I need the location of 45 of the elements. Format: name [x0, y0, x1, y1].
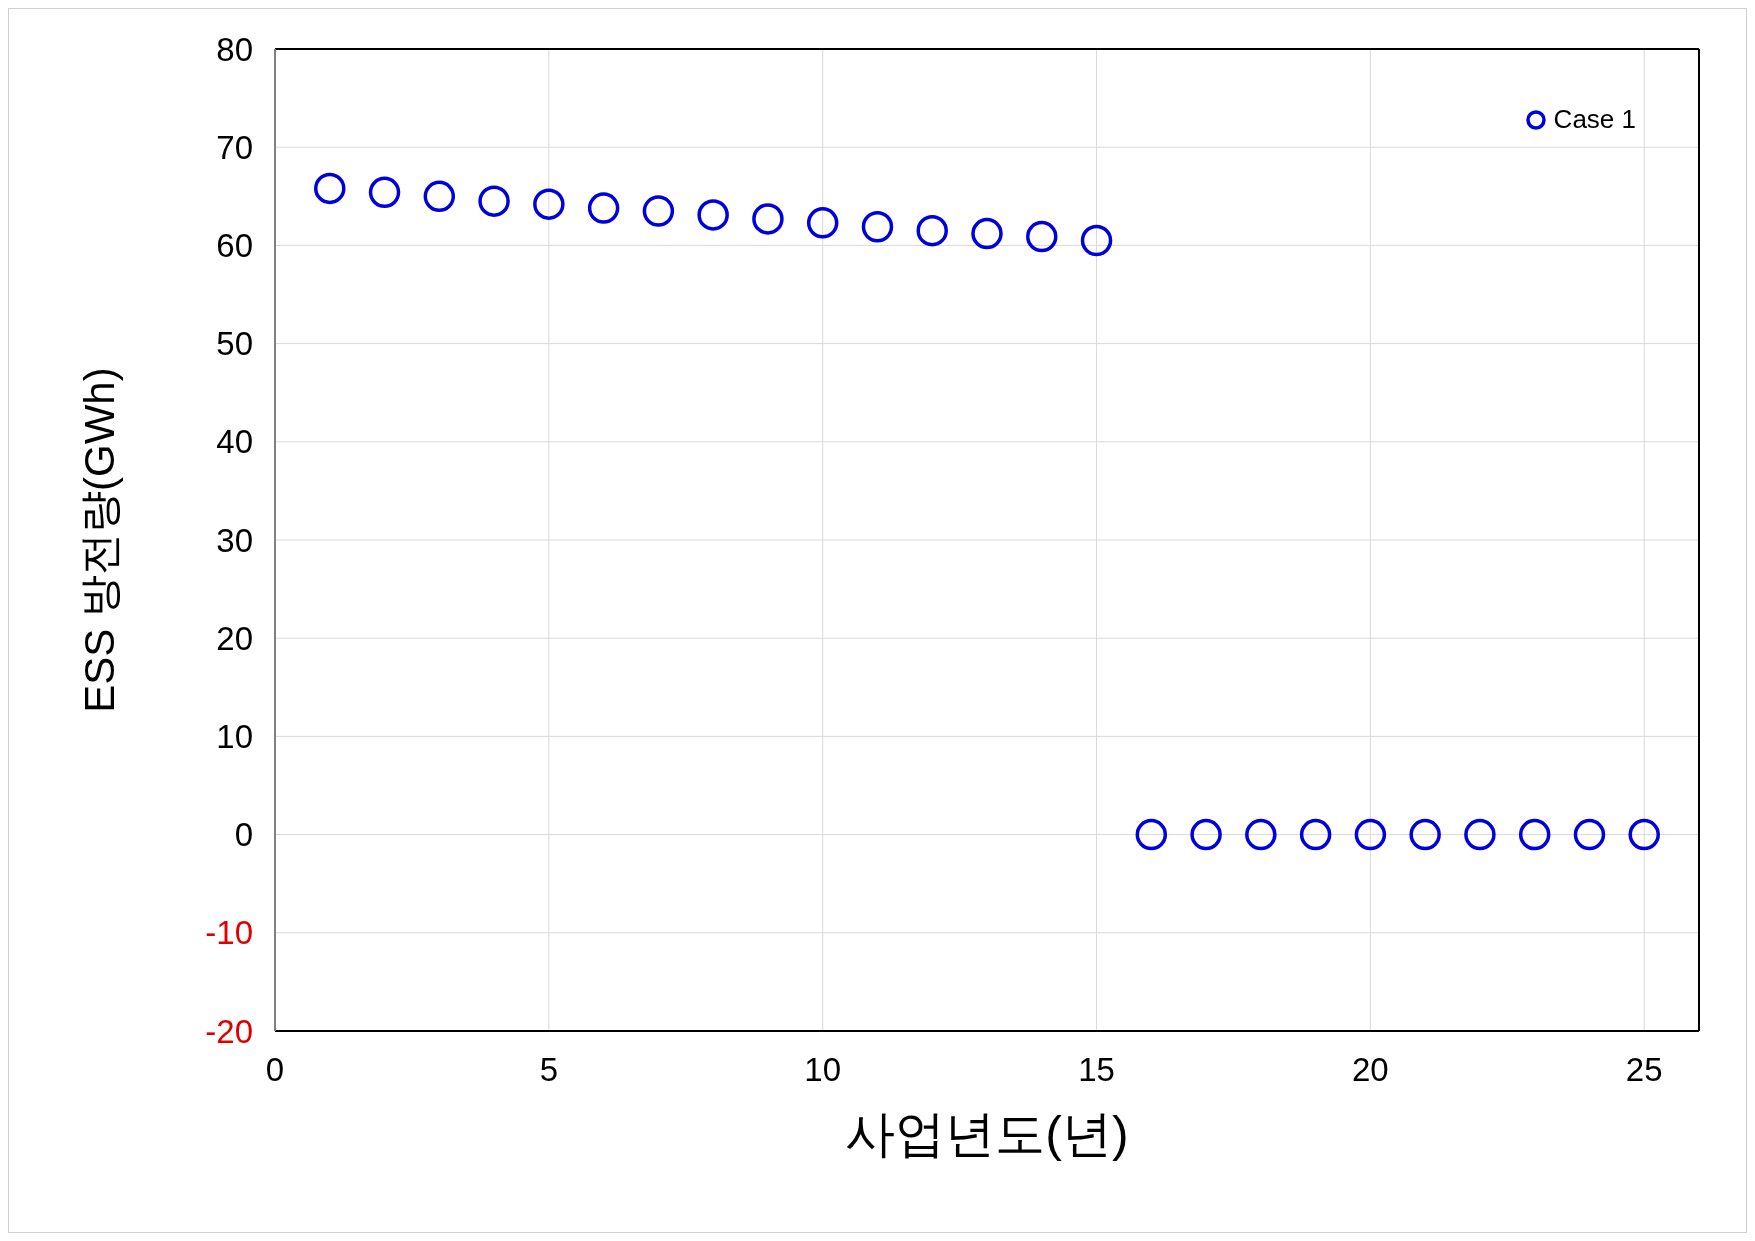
point	[697, 199, 729, 231]
point	[1135, 818, 1168, 851]
point	[1573, 818, 1606, 851]
point	[752, 203, 784, 235]
point	[533, 188, 565, 220]
point	[1299, 818, 1332, 851]
point	[1354, 818, 1387, 851]
y-tick-label: 30	[216, 521, 253, 559]
x-tick-label: 25	[1625, 1050, 1663, 1088]
point	[1628, 818, 1660, 851]
point	[1245, 818, 1277, 851]
point	[1518, 818, 1551, 851]
point	[916, 214, 948, 247]
y-axis-title: ESS 방전량(GWh)	[75, 367, 123, 713]
point	[587, 192, 620, 224]
point	[1026, 220, 1058, 253]
y-tick-label: -20	[205, 1012, 253, 1050]
point	[1464, 818, 1496, 851]
y-tick-label: 50	[216, 325, 253, 363]
point	[1080, 224, 1113, 257]
point	[971, 217, 1003, 250]
y-tick-label: 70	[216, 128, 253, 166]
x-tick-label: 10	[804, 1050, 842, 1088]
y-tick-label: 10	[216, 717, 253, 755]
legend-label: Case 1	[1553, 104, 1636, 135]
y-tick-label: -10	[205, 914, 253, 952]
point	[642, 195, 675, 227]
point	[368, 176, 401, 209]
point	[478, 185, 510, 217]
point	[1190, 818, 1222, 851]
point	[861, 210, 894, 243]
x-axis-title: 사업년도(년)	[845, 1106, 1129, 1162]
point	[1409, 818, 1441, 851]
x-tick-label: 20	[1352, 1050, 1389, 1088]
y-tick-label: 40	[216, 423, 253, 461]
x-tick-label: 0	[265, 1050, 285, 1088]
y-tick-label: 80	[216, 30, 253, 68]
x-tick-label: 15	[1078, 1050, 1115, 1088]
x-tick-label: 5	[539, 1050, 559, 1088]
point	[314, 172, 346, 205]
y-tick-label: 20	[216, 619, 253, 657]
y-tick-label: 0	[234, 816, 253, 854]
point	[806, 207, 839, 239]
point	[423, 180, 456, 213]
y-tick-label: 60	[216, 226, 253, 264]
